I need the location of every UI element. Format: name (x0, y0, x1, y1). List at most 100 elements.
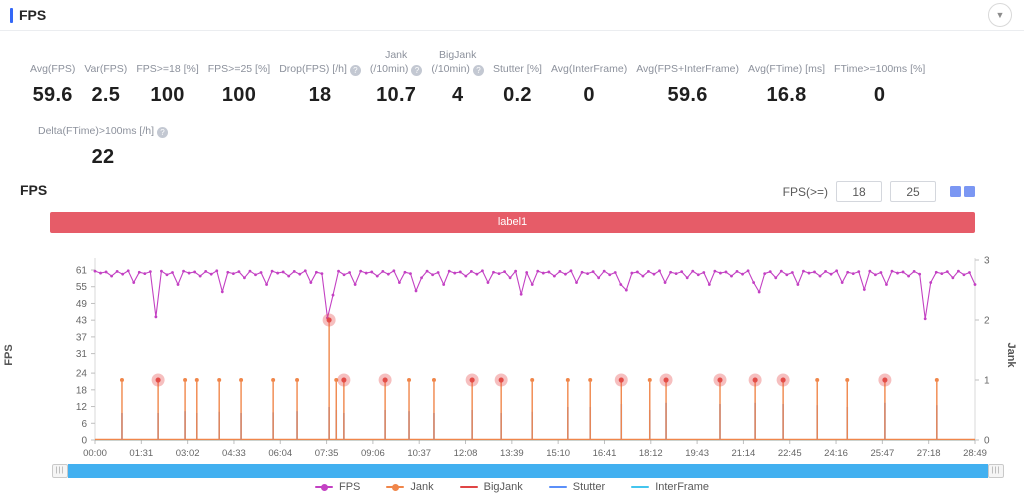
stat-fps-ge-18: FPS>=18 [%] 100 (136, 62, 198, 107)
title-accent-bar (10, 8, 13, 23)
svg-text:24:16: 24:16 (824, 448, 848, 459)
svg-text:55: 55 (76, 282, 88, 293)
svg-text:10:37: 10:37 (407, 448, 431, 459)
stat-delta-ftime: Delta(FTime)>100ms [/h]? 22 (38, 124, 169, 169)
stat-value: 100 (221, 84, 257, 107)
legend-item-interframe[interactable]: InterFrame (631, 481, 709, 493)
stat-label: FPS>=18 [%] (136, 63, 199, 76)
svg-text:09:06: 09:06 (361, 448, 385, 459)
legend-label: Stutter (572, 481, 606, 493)
stat-value: 59.6 (667, 84, 708, 107)
scene-label-banner[interactable]: label1 (50, 212, 975, 233)
bigjank-line-icon (459, 486, 478, 488)
stat-bigjank: BigJank (/10min)? 4 (431, 48, 484, 107)
stats-row: Avg(FPS) 59.6 Var(FPS) 2.5 FPS>=18 [%] 1… (30, 48, 1020, 107)
svg-text:FPS: FPS (3, 344, 15, 365)
svg-text:43: 43 (76, 316, 88, 327)
svg-text:04:33: 04:33 (222, 448, 246, 459)
chart-controls: FPS(>=) (783, 181, 975, 202)
stat-var-fps: Var(FPS) 2.5 (84, 62, 127, 107)
svg-text:18: 18 (76, 385, 88, 396)
stat-label: Drop(FPS) [/h] (279, 63, 347, 76)
svg-text:28:49: 28:49 (963, 448, 987, 459)
stat-value: 18 (308, 84, 332, 107)
stat-value: 2.5 (91, 84, 121, 107)
stat-label: Avg(FPS) (30, 63, 76, 76)
chart-toggle-icon-2[interactable] (964, 186, 975, 197)
scene-label-text: label1 (497, 216, 528, 228)
svg-text:31: 31 (76, 349, 88, 360)
svg-text:21:14: 21:14 (732, 448, 756, 459)
stat-label: Var(FPS) (84, 63, 128, 76)
legend-label: BigJank (483, 481, 523, 493)
svg-text:00:00: 00:00 (83, 448, 107, 459)
svg-text:0: 0 (984, 436, 990, 447)
stat-label: BigJank (/10min) (431, 49, 477, 76)
svg-text:0: 0 (81, 436, 87, 447)
stat-label: Delta(FTime)>100ms [/h] (38, 125, 155, 137)
stat-value: 0 (583, 84, 595, 107)
legend-item-fps[interactable]: FPS (315, 481, 360, 493)
svg-text:Jank: Jank (1005, 342, 1017, 368)
svg-text:22:45: 22:45 (778, 448, 802, 459)
chevron-down-icon: ▼ (995, 10, 1005, 20)
fps-threshold-input-2[interactable] (890, 181, 936, 202)
help-icon[interactable]: ? (472, 65, 484, 77)
stat-stutter: Stutter [%] 0.2 (493, 62, 542, 107)
svg-text:25:47: 25:47 (870, 448, 894, 459)
help-icon[interactable]: ? (157, 127, 169, 138)
fps-line (94, 269, 976, 319)
stat-value: 0.2 (503, 84, 532, 107)
legend-label: Jank (410, 481, 434, 493)
stat-label: FPS>=25 [%] (207, 63, 271, 76)
stat-avg-fps-interframe: Avg(FPS+InterFrame) 59.6 (636, 62, 739, 107)
svg-text:13:39: 13:39 (500, 448, 524, 459)
scrollbar-right-handle[interactable]: ||| (988, 464, 1004, 478)
stat-label: Stutter [%] (492, 63, 542, 76)
stat-value: 0 (873, 84, 886, 107)
help-icon[interactable]: ? (349, 65, 361, 77)
svg-text:03:02: 03:02 (176, 448, 200, 459)
stat-jank: Jank (/10min)? 10.7 (370, 48, 423, 107)
stat-value: 4 (451, 84, 464, 107)
svg-text:16:41: 16:41 (593, 448, 617, 459)
legend-item-stutter[interactable]: Stutter (548, 481, 606, 493)
scrollbar-left-handle[interactable]: ||| (52, 464, 68, 478)
stat-value: 100 (150, 84, 185, 107)
legend-label: FPS (339, 481, 361, 493)
legend-label: InterFrame (655, 481, 709, 493)
svg-text:37: 37 (76, 332, 88, 343)
stat-avg-interframe: Avg(InterFrame) 0 (551, 62, 627, 107)
stat-value: 59.6 (32, 84, 73, 107)
stat-label: Avg(FTime) [ms] (748, 63, 826, 76)
legend-item-bigjank[interactable]: BigJank (459, 481, 523, 493)
stat-avg-ftime: Avg(FTime) [ms] 16.8 (748, 62, 825, 107)
panel-title: FPS (19, 7, 47, 23)
legend-item-jank[interactable]: Jank (386, 481, 434, 493)
fps-threshold-input-1[interactable] (836, 181, 882, 202)
help-icon[interactable]: ? (411, 65, 423, 77)
fps-threshold-label: FPS(>=) (782, 184, 828, 199)
chart-toggle-icon-1[interactable] (950, 186, 961, 197)
svg-text:15:10: 15:10 (546, 448, 570, 459)
bigjank-markers (151, 313, 892, 387)
svg-text:06:04: 06:04 (268, 448, 292, 459)
chart-legend: FPS Jank BigJank Stutter InterFrame (0, 481, 1024, 493)
stat-value: 10.7 (376, 84, 417, 107)
stat-label: Jank (/10min) (369, 49, 409, 76)
svg-text:01:31: 01:31 (129, 448, 153, 459)
svg-text:49: 49 (76, 299, 88, 310)
jank-line-icon (386, 483, 405, 491)
panel-header: FPS ▼ (0, 0, 1024, 31)
svg-text:24: 24 (76, 369, 88, 380)
scrollbar-range[interactable] (68, 464, 988, 478)
fps-line-icon (315, 483, 333, 491)
svg-text:1: 1 (984, 376, 990, 387)
svg-text:12: 12 (76, 402, 88, 413)
stat-avg-fps: Avg(FPS) 59.6 (30, 62, 75, 107)
stats-row-2: Delta(FTime)>100ms [/h]? 22 (38, 124, 169, 169)
collapse-panel-button[interactable]: ▼ (988, 3, 1012, 27)
stutter-line-icon (548, 486, 567, 488)
jank-stutter-spikes (119, 318, 939, 440)
